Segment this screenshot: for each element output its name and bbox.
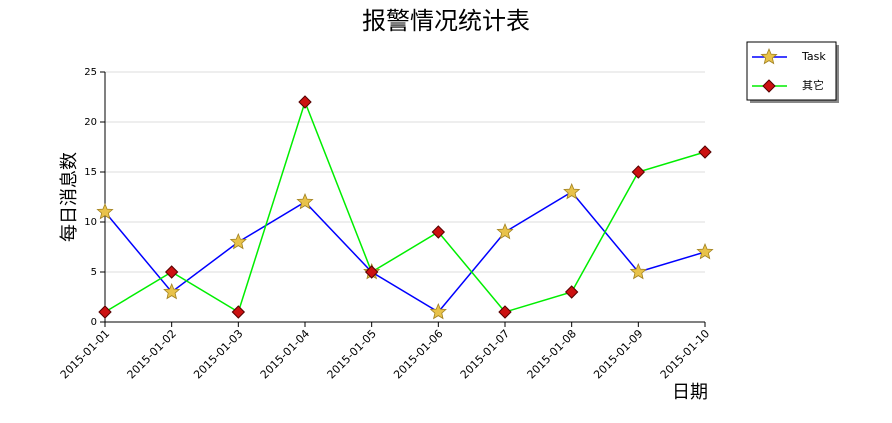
x-tick-label: 2015-01-07	[458, 327, 512, 381]
x-axis-label: 日期	[672, 382, 708, 403]
point	[762, 79, 776, 93]
y-tick-label: 25	[84, 67, 97, 78]
point	[431, 225, 446, 239]
point	[698, 145, 712, 159]
point	[164, 265, 179, 279]
point	[496, 222, 514, 240]
point	[364, 265, 379, 279]
y-axis-label: 每日消息数	[59, 152, 80, 242]
x-tick-label: 2015-01-01	[58, 327, 112, 381]
point	[96, 202, 114, 220]
point	[298, 95, 312, 109]
point	[696, 242, 714, 260]
x-tick-label: 2015-01-04	[258, 327, 312, 381]
point	[163, 282, 181, 300]
y-tick-label: 0	[91, 317, 97, 328]
point	[98, 305, 112, 319]
legend-label: Task	[801, 50, 826, 63]
series-line	[104, 99, 706, 314]
x-tick-label: 2015-01-03	[191, 327, 245, 381]
x-tick-label: 2015-01-05	[325, 327, 379, 381]
chart-title: 报警情况统计表	[362, 7, 530, 35]
point	[296, 192, 314, 210]
point	[564, 285, 579, 299]
point	[629, 262, 647, 280]
y-tick-label: 20	[84, 117, 97, 128]
point	[760, 47, 778, 65]
point	[498, 305, 512, 319]
point	[231, 305, 246, 319]
legend-label: 其它	[802, 78, 824, 92]
legend-box	[746, 41, 837, 101]
point	[631, 165, 646, 179]
y-tick-label: 10	[84, 217, 97, 228]
point	[229, 232, 247, 250]
y-tick-label: 15	[84, 167, 97, 178]
x-tick-label: 2015-01-10	[658, 327, 712, 381]
x-tick-label: 2015-01-06	[391, 327, 445, 381]
x-tick-label: 2015-01-09	[591, 327, 645, 381]
point	[563, 182, 581, 200]
x-tick-label: 2015-01-08	[525, 327, 579, 381]
y-tick-label: 5	[91, 267, 97, 278]
x-tick-label: 2015-01-02	[125, 327, 179, 381]
point	[429, 302, 447, 320]
